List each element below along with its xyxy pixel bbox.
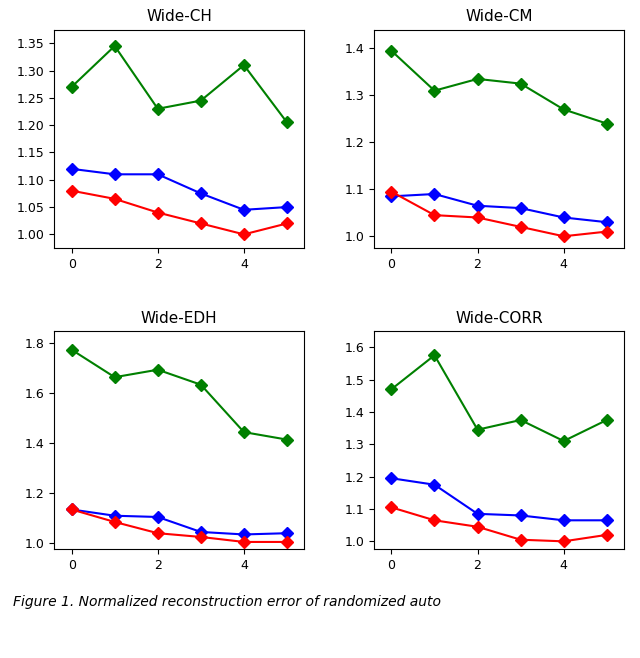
Text: Figure 1. Normalized reconstruction error of randomized auto: Figure 1. Normalized reconstruction erro…	[13, 595, 441, 609]
Title: Wide-EDH: Wide-EDH	[141, 311, 218, 326]
Title: Wide-CORR: Wide-CORR	[455, 311, 543, 326]
Title: Wide-CH: Wide-CH	[147, 9, 212, 24]
Title: Wide-CM: Wide-CM	[465, 9, 533, 24]
